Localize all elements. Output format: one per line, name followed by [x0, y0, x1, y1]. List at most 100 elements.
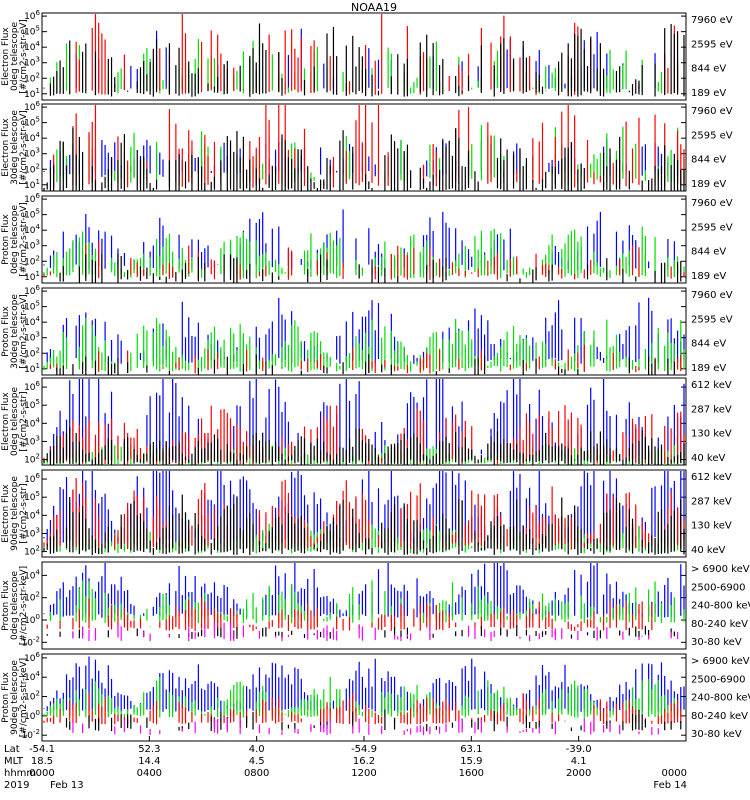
y-tick-label: 106 — [24, 284, 686, 297]
legend-130-keV: 130 keV — [691, 429, 732, 440]
x-tick-label: -39.0 — [566, 744, 592, 755]
y-tick-label: 106 — [24, 192, 686, 205]
legend--6900-keV: > 6900 keV — [691, 564, 750, 575]
series-844-eV — [49, 39, 679, 94]
y-tick-label: 104 — [24, 416, 686, 429]
series-80-240-keV — [49, 580, 685, 624]
x-row-label: MLT — [4, 756, 24, 767]
legend-189-eV: 189 eV — [691, 363, 726, 374]
x-tick-label: 0800 — [244, 768, 269, 779]
x-row-label: hhmm — [4, 768, 36, 779]
y-tick-label: 102 — [24, 254, 686, 267]
series-7960-eV — [43, 128, 685, 191]
y-tick-label: 105 — [24, 490, 686, 503]
x-row-label: 2019 — [4, 780, 29, 791]
y-tick-label: 105 — [24, 116, 686, 129]
x-tick-label: 4.5 — [249, 756, 265, 767]
y-tick-label: 102 — [24, 71, 686, 84]
svg-text:106: 106 — [24, 380, 40, 393]
legend-287-keV: 287 keV — [691, 404, 732, 415]
x-row-label: Lat — [4, 744, 20, 755]
series-240-800-keV — [46, 598, 653, 632]
legend-612-keV: 612 keV — [691, 472, 732, 483]
panel-frame — [41, 561, 687, 650]
legend-30-80-keV: 30-80 keV — [691, 729, 742, 740]
y-tick-label: 102 — [24, 545, 686, 558]
y-tick-label: 102 — [24, 453, 686, 466]
y-tick-label: 100 — [24, 613, 686, 626]
legend--6900-keV: > 6900 keV — [691, 656, 750, 667]
panel-frame — [41, 195, 687, 284]
y-tick-label: 106 — [24, 472, 686, 485]
panel-ylabel: TEDElectron Flux0deg telescope[#/cm2-s-s… — [0, 19, 29, 94]
legend-2500-6900: 2500-6900 — [691, 674, 746, 685]
x-tick-label: 4.1 — [571, 756, 587, 767]
x-tick-label: 52.3 — [138, 744, 160, 755]
series-7960-eV — [56, 354, 675, 375]
x-tick-label: Feb 14 — [653, 780, 687, 791]
x-tick-label: 14.4 — [138, 756, 160, 767]
panels-group: 101 102 103 104 105 106 TEDElectron Flux0deg t… — [0, 9, 750, 742]
x-tick-label: -54.9 — [351, 744, 377, 755]
panel-ylabel: MEPEDProton Flux90deg telescope[#/cm2-s-… — [0, 658, 29, 737]
x-tick-label: 4.0 — [249, 744, 265, 755]
svg-text:102: 102 — [24, 453, 40, 466]
y-tick-label: 105 — [24, 208, 686, 221]
series-612-keV — [43, 494, 685, 556]
series-189-eV — [43, 209, 675, 271]
x-tick-label: 1200 — [351, 768, 376, 779]
legend-40-keV: 40 keV — [691, 453, 725, 464]
svg-text:106: 106 — [24, 472, 40, 485]
x-tick-label: 63.1 — [460, 744, 482, 755]
series-189-eV — [43, 28, 656, 90]
series-7960-eV — [59, 253, 682, 283]
svg-text:102: 102 — [24, 545, 40, 558]
y-tick-label: 106 — [24, 100, 686, 113]
series-844-eV — [56, 125, 685, 184]
x-tick-label: Feb 13 — [50, 780, 84, 791]
x-tick-label: 0000 — [29, 768, 54, 779]
y-tick-label: 104 — [24, 223, 686, 236]
panel-ylabel: MEPEDProton Flux0deg telescope[#/cm2-s-s… — [0, 566, 29, 645]
series-612-keV — [43, 427, 685, 465]
legend-240-800-keV: 240-800 keV — [691, 693, 750, 704]
x-tick-label: -54.1 — [29, 744, 55, 755]
legend-844-eV: 844 eV — [691, 64, 726, 75]
series-7960-eV — [49, 23, 685, 97]
y-tick-label: 105 — [24, 300, 686, 313]
y-tick-label: 102 — [24, 346, 686, 359]
y-tick-label: 104 — [24, 315, 686, 328]
y-tick-label: 101 — [24, 178, 686, 191]
legend-7960-eV: 7960 eV — [691, 106, 733, 117]
y-tick-label: 104 — [24, 131, 686, 144]
legend-189-eV: 189 eV — [691, 271, 726, 282]
y-tick-label: 104 — [24, 40, 686, 53]
legend-287-keV: 287 keV — [691, 496, 732, 507]
y-tick-label: 101 — [24, 362, 686, 375]
legend-2595-eV: 2595 eV — [691, 39, 733, 50]
y-tick-label: 102 — [24, 690, 686, 703]
panel-frame — [41, 287, 687, 376]
y-tick-label: 104 — [24, 508, 686, 521]
legend-30-80-keV: 30-80 keV — [691, 637, 742, 648]
x-tick-label: 15.9 — [460, 756, 482, 767]
legend-7960-eV: 7960 eV — [691, 290, 733, 301]
series-80-240-keV — [43, 676, 682, 718]
x-tick-label: 0400 — [137, 768, 162, 779]
series-2500-6900 — [46, 625, 675, 639]
series-2500-6900 — [65, 709, 682, 732]
panel-ylabel: TEDProton Flux0deg telescope[#/cm2-s-str… — [0, 202, 29, 277]
x-tick-label: 16.2 — [353, 756, 375, 767]
y-tick-label: 104 — [24, 568, 686, 581]
y-tick-label: 106 — [24, 380, 686, 393]
series-40-keV — [49, 379, 685, 462]
chart-title: NOAA19 — [351, 1, 397, 14]
legend-189-eV: 189 eV — [691, 179, 726, 190]
legend-80-240-keV: 80-240 keV — [691, 619, 748, 630]
legend-240-800-keV: 240-800 keV — [691, 601, 750, 612]
legend-2500-6900: 2500-6900 — [691, 582, 746, 593]
